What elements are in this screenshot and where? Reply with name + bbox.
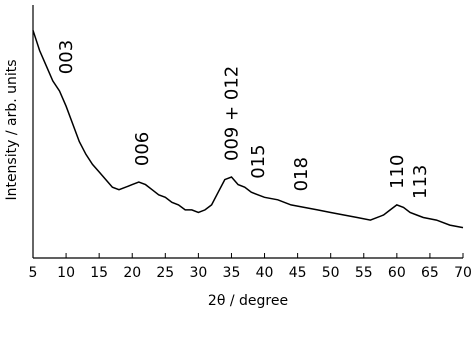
x-tick-label: 30 [189, 265, 207, 281]
x-tick-label: 55 [355, 265, 373, 281]
x-tick-label: 25 [156, 265, 174, 281]
peak-label: 113 [410, 165, 431, 199]
peak-label: 006 [132, 132, 153, 166]
x-tick-label: 70 [454, 265, 472, 281]
x-tick-label: 45 [289, 265, 307, 281]
xrd-curve [32, 30, 464, 229]
x-tick-label: 20 [123, 265, 141, 281]
x-tick-label: 40 [256, 265, 274, 281]
x-tick-label: 10 [57, 265, 75, 281]
x-axis-label: 2θ / degree [208, 293, 288, 309]
x-tick-label: 5 [29, 265, 38, 281]
x-tick-label: 65 [421, 265, 439, 281]
peak-label: 018 [291, 157, 312, 191]
peak-label: 110 [387, 155, 408, 189]
peak-label: 003 [56, 40, 77, 74]
x-tick-label: 60 [388, 265, 406, 281]
peak-label: 009 + 012 [222, 66, 243, 161]
x-tick-label: 50 [322, 265, 340, 281]
y-axis-label: Intensity / arb. units [4, 59, 20, 200]
peak-label: 015 [248, 144, 269, 178]
x-tick-label: 35 [223, 265, 241, 281]
x-tick-label: 15 [90, 265, 108, 281]
